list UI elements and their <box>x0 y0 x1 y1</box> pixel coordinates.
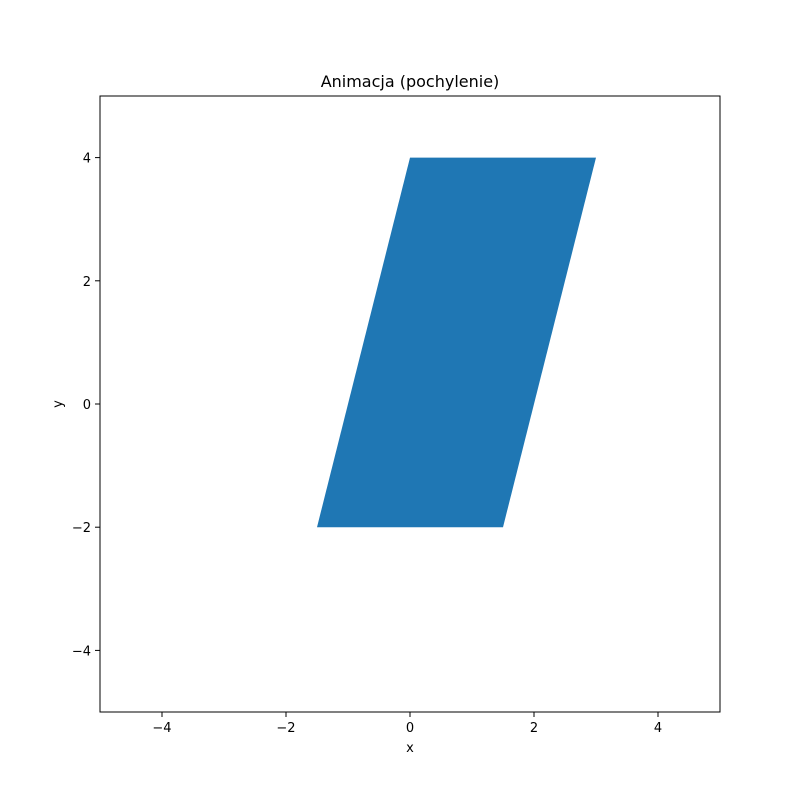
chart-title: Animacja (pochylenie) <box>321 72 500 91</box>
skewed-parallelogram <box>317 157 596 528</box>
x-tick-label: −4 <box>152 721 171 736</box>
y-tick-label: 4 <box>83 152 91 167</box>
y-axis-ticks: −4 −2 0 2 4 <box>72 152 100 659</box>
y-tick-label: −4 <box>72 644 91 659</box>
plot-area <box>317 157 596 528</box>
x-tick-label: −2 <box>276 721 295 736</box>
x-axis-label: x <box>406 741 414 756</box>
x-tick-label: 2 <box>530 721 538 736</box>
y-tick-label: 2 <box>83 275 91 290</box>
y-tick-label: −2 <box>72 521 91 536</box>
y-tick-label: 0 <box>83 398 91 413</box>
x-tick-label: 4 <box>654 721 662 736</box>
x-axis-ticks: −4 −2 0 2 4 <box>152 712 662 736</box>
y-axis-label: y <box>51 400 66 408</box>
x-tick-label: 0 <box>406 721 414 736</box>
